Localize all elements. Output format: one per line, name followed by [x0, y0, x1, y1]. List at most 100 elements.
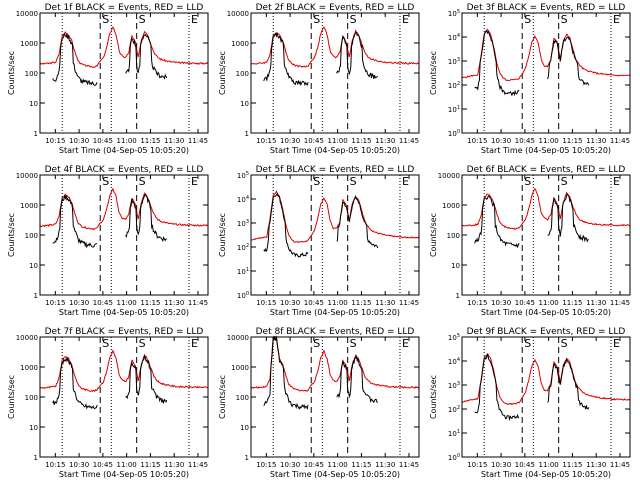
marker-e: E: [613, 175, 620, 188]
marker-e: E: [191, 175, 198, 188]
y-tick-label: 105: [448, 333, 460, 342]
y-tick-label: 10: [240, 424, 249, 432]
y-tick-label: 1: [245, 454, 249, 462]
x-tick-label: 11:30: [375, 137, 395, 145]
x-tick-label: 11:15: [562, 137, 582, 145]
y-tick-label: 10: [29, 424, 38, 432]
panel-title: Det 5f BLACK = Events, RED = LLD: [256, 165, 415, 175]
marker-s: S: [561, 13, 568, 26]
x-tick-label: 11:15: [140, 461, 160, 469]
y-axis-label: Counts/sec: [218, 213, 227, 257]
x-tick-label: 11:30: [375, 299, 395, 307]
x-tick-label: 10:45: [93, 299, 113, 307]
y-tick-label: 100: [25, 394, 38, 402]
series-events-line-2: [547, 357, 590, 410]
series-events-line-2: [336, 354, 378, 404]
marker-s: S: [102, 175, 109, 188]
marker-e: E: [402, 337, 409, 350]
x-tick-label: 11:30: [164, 461, 184, 469]
x-tick-label: 10:45: [304, 461, 324, 469]
x-tick-label: 10:45: [304, 137, 324, 145]
x-tick-label: 10:45: [93, 137, 113, 145]
x-tick-label: 11:15: [351, 299, 371, 307]
x-tick-label: 10:45: [93, 461, 113, 469]
y-tick-label: 100: [236, 394, 249, 402]
x-tick-label: 11:45: [188, 299, 208, 307]
series-events-line-1: [52, 32, 98, 86]
y-tick-label: 10000: [16, 334, 38, 342]
series-lld-line: [39, 187, 209, 231]
x-tick-label: 10:15: [467, 299, 487, 307]
y-tick-label: 1000: [20, 202, 38, 210]
x-tick-label: 10:30: [491, 461, 511, 469]
x-tick-label: 10:15: [256, 299, 276, 307]
x-axis-label: Start Time (04-Sep-05 10:05:20): [481, 470, 611, 479]
y-tick-label: 100: [25, 70, 38, 78]
y-tick-label: 10000: [438, 172, 460, 180]
marker-s: S: [139, 175, 146, 188]
y-tick-label: 103: [448, 381, 460, 390]
y-tick-label: 100: [25, 232, 38, 240]
x-tick-label: 11:15: [562, 461, 582, 469]
x-tick-label: 11:45: [610, 461, 630, 469]
x-tick-label: 10:15: [45, 137, 65, 145]
series-events-line-2: [547, 193, 589, 243]
x-axis-label: Start Time (04-Sep-05 10:05:20): [59, 146, 189, 155]
y-tick-label: 101: [448, 429, 460, 438]
x-tick-label: 11:15: [562, 299, 582, 307]
y-tick-label: 100: [236, 70, 249, 78]
x-tick-label: 11:30: [586, 299, 606, 307]
series-events-line-2: [336, 31, 379, 80]
series-events-line-2: [125, 33, 168, 80]
x-tick-label: 11:30: [164, 137, 184, 145]
y-tick-label: 10000: [227, 334, 249, 342]
x-tick-label: 10:30: [491, 137, 511, 145]
marker-s: S: [313, 337, 320, 350]
y-tick-label: 10000: [16, 172, 38, 180]
plot-frame: [39, 336, 209, 458]
y-tick-label: 103: [448, 57, 460, 66]
marker-s: S: [524, 13, 531, 26]
y-tick-label: 101: [448, 105, 460, 114]
series-events-line-2: [125, 355, 168, 405]
marker-e: E: [613, 13, 620, 26]
panel-title: Det 9f BLACK = Events, RED = LLD: [467, 327, 626, 337]
x-tick-label: 10:15: [467, 461, 487, 469]
y-tick-label: 1: [245, 130, 249, 138]
marker-s: S: [102, 337, 109, 350]
x-tick-label: 10:30: [69, 299, 89, 307]
y-axis-label: Counts/sec: [429, 213, 438, 257]
series-events-line-1: [474, 195, 520, 249]
plot-frame: [250, 336, 420, 458]
x-tick-label: 11:00: [539, 461, 559, 469]
series-events-line-2: [547, 36, 590, 86]
plot-frame: [250, 174, 420, 296]
marker-s: S: [561, 337, 568, 350]
y-tick-label: 1: [456, 292, 460, 300]
x-tick-label: 11:45: [188, 137, 208, 145]
x-tick-label: 10:30: [69, 137, 89, 145]
series-lld-line: [39, 26, 208, 69]
x-tick-label: 10:45: [515, 137, 535, 145]
series-lld-line: [250, 335, 420, 392]
marker-e: E: [402, 13, 409, 26]
x-axis-label: Start Time (04-Sep-05 10:05:20): [59, 308, 189, 317]
x-tick-label: 11:15: [140, 299, 160, 307]
series-lld-line: [39, 349, 209, 393]
panel-title: Det 7f BLACK = Events, RED = LLD: [45, 327, 204, 337]
plot-frame: [39, 174, 209, 296]
y-axis-label: Counts/sec: [218, 375, 227, 419]
series-lld-line: [250, 189, 420, 243]
plot-frame: [461, 12, 631, 134]
series-lld-line: [461, 353, 631, 406]
series-events-line-2: [336, 194, 379, 249]
y-tick-label: 104: [448, 357, 460, 366]
series-events-line-2: [125, 193, 167, 243]
x-tick-label: 10:15: [467, 137, 487, 145]
y-axis-label: Counts/sec: [429, 375, 438, 419]
x-tick-label: 11:45: [399, 137, 419, 145]
